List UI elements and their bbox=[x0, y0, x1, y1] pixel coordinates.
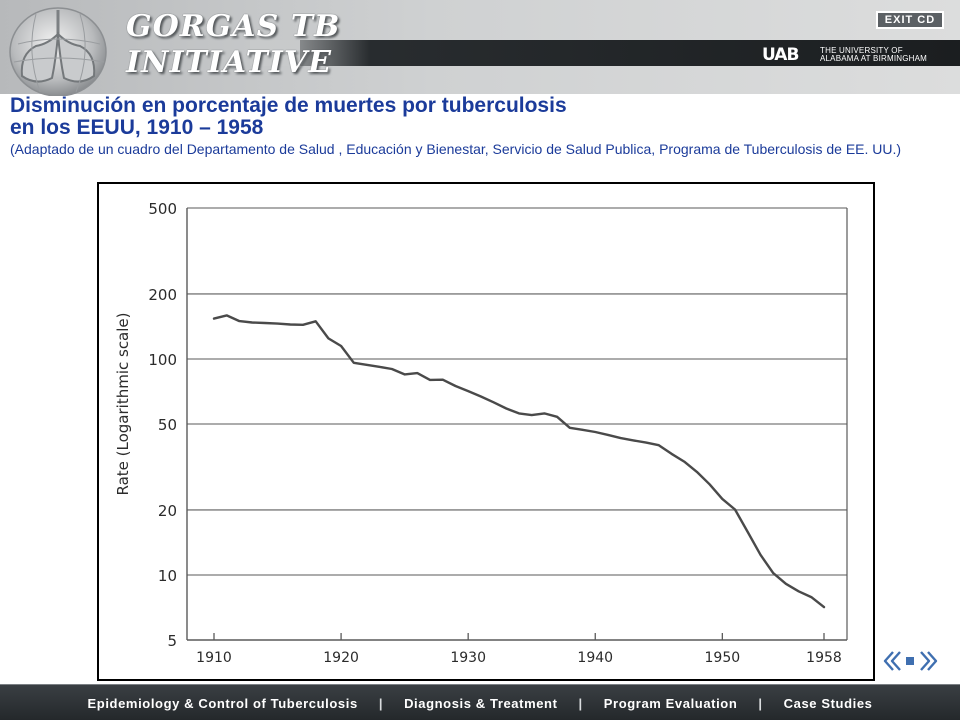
axis-layer bbox=[186, 208, 848, 641]
logo-line-1: GORGAS TB bbox=[126, 9, 341, 44]
data-point-1950 bbox=[721, 498, 724, 500]
footer-separator: | bbox=[378, 695, 384, 711]
slide-title-line-1: Disminución en porcentaje de muertes por… bbox=[10, 94, 567, 117]
x-tick-label-1958: 1958 bbox=[806, 650, 842, 666]
data-point-1926 bbox=[416, 372, 419, 374]
data-point-1936 bbox=[543, 412, 546, 415]
uab-mark: UAB bbox=[762, 45, 799, 65]
data-point-1954 bbox=[772, 572, 775, 574]
data-point-1935 bbox=[530, 414, 533, 416]
data-point-1927 bbox=[429, 379, 431, 381]
data-point-1910 bbox=[213, 317, 215, 320]
footer-link-epidemiology[interactable]: Epidemiology & Control of Tuberculosis bbox=[87, 695, 358, 711]
data-point-1931 bbox=[480, 395, 482, 398]
data-point-1930 bbox=[467, 390, 470, 392]
data-point-1913 bbox=[251, 321, 254, 324]
data-point-1945 bbox=[657, 444, 660, 447]
series-layer bbox=[212, 314, 826, 609]
data-point-1946 bbox=[670, 452, 673, 455]
x-tick-label-1950: 1950 bbox=[705, 650, 741, 666]
data-point-1958 bbox=[823, 606, 825, 608]
data-point-1911 bbox=[225, 314, 228, 317]
footer-nav: Epidemiology & Control of Tuberculosis |… bbox=[0, 685, 960, 720]
data-point-1918 bbox=[314, 320, 317, 323]
logo-line-2: INITIATIVE bbox=[126, 45, 332, 80]
grid-layer bbox=[187, 207, 847, 576]
data-point-1920 bbox=[340, 345, 342, 347]
data-point-1953 bbox=[759, 553, 762, 556]
data-point-1947 bbox=[683, 460, 686, 463]
y-tick-label-5: 5 bbox=[167, 632, 177, 650]
exit-cd-button[interactable]: EXIT CD bbox=[876, 11, 944, 29]
y-tick-label-100: 100 bbox=[148, 351, 177, 369]
data-point-1951 bbox=[734, 508, 736, 511]
slide-subtitle: (Adaptado de un cuadro del Departamento … bbox=[10, 141, 902, 157]
data-point-1940 bbox=[594, 431, 597, 433]
data-point-1912 bbox=[238, 320, 241, 322]
slide-title-line-2: en los EEUU, 1910 – 1958 bbox=[10, 116, 264, 139]
data-point-1924 bbox=[391, 368, 393, 370]
tb-death-rate-chart: 5 10 20 50 100 200 500 1910 1920 1930 1940 1950 1958… bbox=[114, 200, 848, 666]
uab-line-2: ALABAMA AT BIRMINGHAM bbox=[820, 54, 928, 63]
slide-title: Disminución en porcentaje de muertes por… bbox=[10, 95, 950, 139]
data-point-1957 bbox=[810, 596, 813, 598]
data-point-1934 bbox=[518, 412, 520, 415]
lung-globe-logo-icon bbox=[9, 7, 107, 96]
y-tick-label-20: 20 bbox=[158, 502, 177, 520]
uab-wordmark: THE UNIVERSITY OF ALABAMA AT BIRMINGHAM bbox=[820, 47, 960, 63]
data-point-1938 bbox=[568, 426, 571, 429]
chart-frame: 5 10 20 50 100 200 500 1910 1920 1930 1940 1950 1958… bbox=[97, 182, 875, 681]
data-point-1915 bbox=[276, 322, 279, 325]
data-point-1942 bbox=[619, 437, 622, 439]
header-fade bbox=[250, 40, 370, 66]
double-left-arrow-icon[interactable] bbox=[882, 649, 902, 673]
y-tick-label-10: 10 bbox=[158, 567, 177, 585]
data-point-1939 bbox=[581, 428, 584, 431]
x-tick-label-1940: 1940 bbox=[577, 650, 613, 666]
data-point-1956 bbox=[797, 590, 800, 593]
tick-label-layer: 5 10 20 50 100 200 500 1910 1920 1930 1940 1950 1958 bbox=[148, 200, 841, 666]
footer-separator: | bbox=[758, 695, 763, 711]
data-point-1929 bbox=[454, 385, 457, 387]
footer-link-program-evaluation[interactable]: Program Evaluation bbox=[603, 695, 738, 711]
data-point-1941 bbox=[607, 434, 609, 436]
data-point-1921 bbox=[352, 361, 355, 364]
x-tick-label-1930: 1930 bbox=[450, 650, 486, 666]
data-point-1919 bbox=[327, 337, 330, 340]
data-point-1928 bbox=[441, 378, 444, 381]
data-point-1917 bbox=[302, 323, 304, 326]
data-point-1948 bbox=[696, 471, 698, 473]
data-point-1923 bbox=[378, 365, 381, 368]
data-point-1925 bbox=[403, 373, 406, 376]
y-tick-label-200: 200 bbox=[148, 286, 177, 304]
x-tick-label-1920: 1920 bbox=[323, 650, 359, 666]
data-point-1937 bbox=[556, 415, 558, 418]
slide-navigation bbox=[882, 649, 940, 673]
y-axis-label: Rate (Logarithmic scale) bbox=[114, 312, 132, 495]
footer-link-diagnosis[interactable]: Diagnosis & Treatment bbox=[404, 695, 558, 711]
data-point-1914 bbox=[263, 322, 266, 324]
footer: Epidemiology & Control of Tuberculosis |… bbox=[0, 684, 960, 720]
data-point-1933 bbox=[505, 407, 508, 410]
data-point-1944 bbox=[645, 441, 647, 444]
data-point-1955 bbox=[785, 582, 787, 585]
double-right-arrow-icon[interactable] bbox=[919, 649, 939, 673]
program-logo-title: GORGAS TB INITIATIVE bbox=[126, 12, 340, 78]
footer-link-case-studies[interactable]: Case Studies bbox=[783, 695, 873, 711]
uab-line-1: THE UNIVERSITY OF bbox=[820, 46, 903, 55]
y-tick-label-50: 50 bbox=[158, 416, 177, 434]
header-dark-band bbox=[300, 40, 960, 66]
data-point-1949 bbox=[708, 483, 711, 486]
footer-separator: | bbox=[578, 695, 583, 711]
square-home-icon[interactable] bbox=[903, 649, 917, 673]
data-point-1952 bbox=[746, 531, 749, 533]
x-tick-label-1910: 1910 bbox=[196, 650, 232, 666]
data-point-1932 bbox=[492, 401, 495, 404]
y-tick-label-500: 500 bbox=[148, 200, 177, 218]
data-point-1943 bbox=[632, 439, 635, 442]
data-point-1922 bbox=[365, 363, 368, 366]
header: GORGAS TB INITIATIVE EXIT CD UAB THE UNI… bbox=[0, 0, 960, 96]
data-point-1916 bbox=[289, 323, 292, 326]
